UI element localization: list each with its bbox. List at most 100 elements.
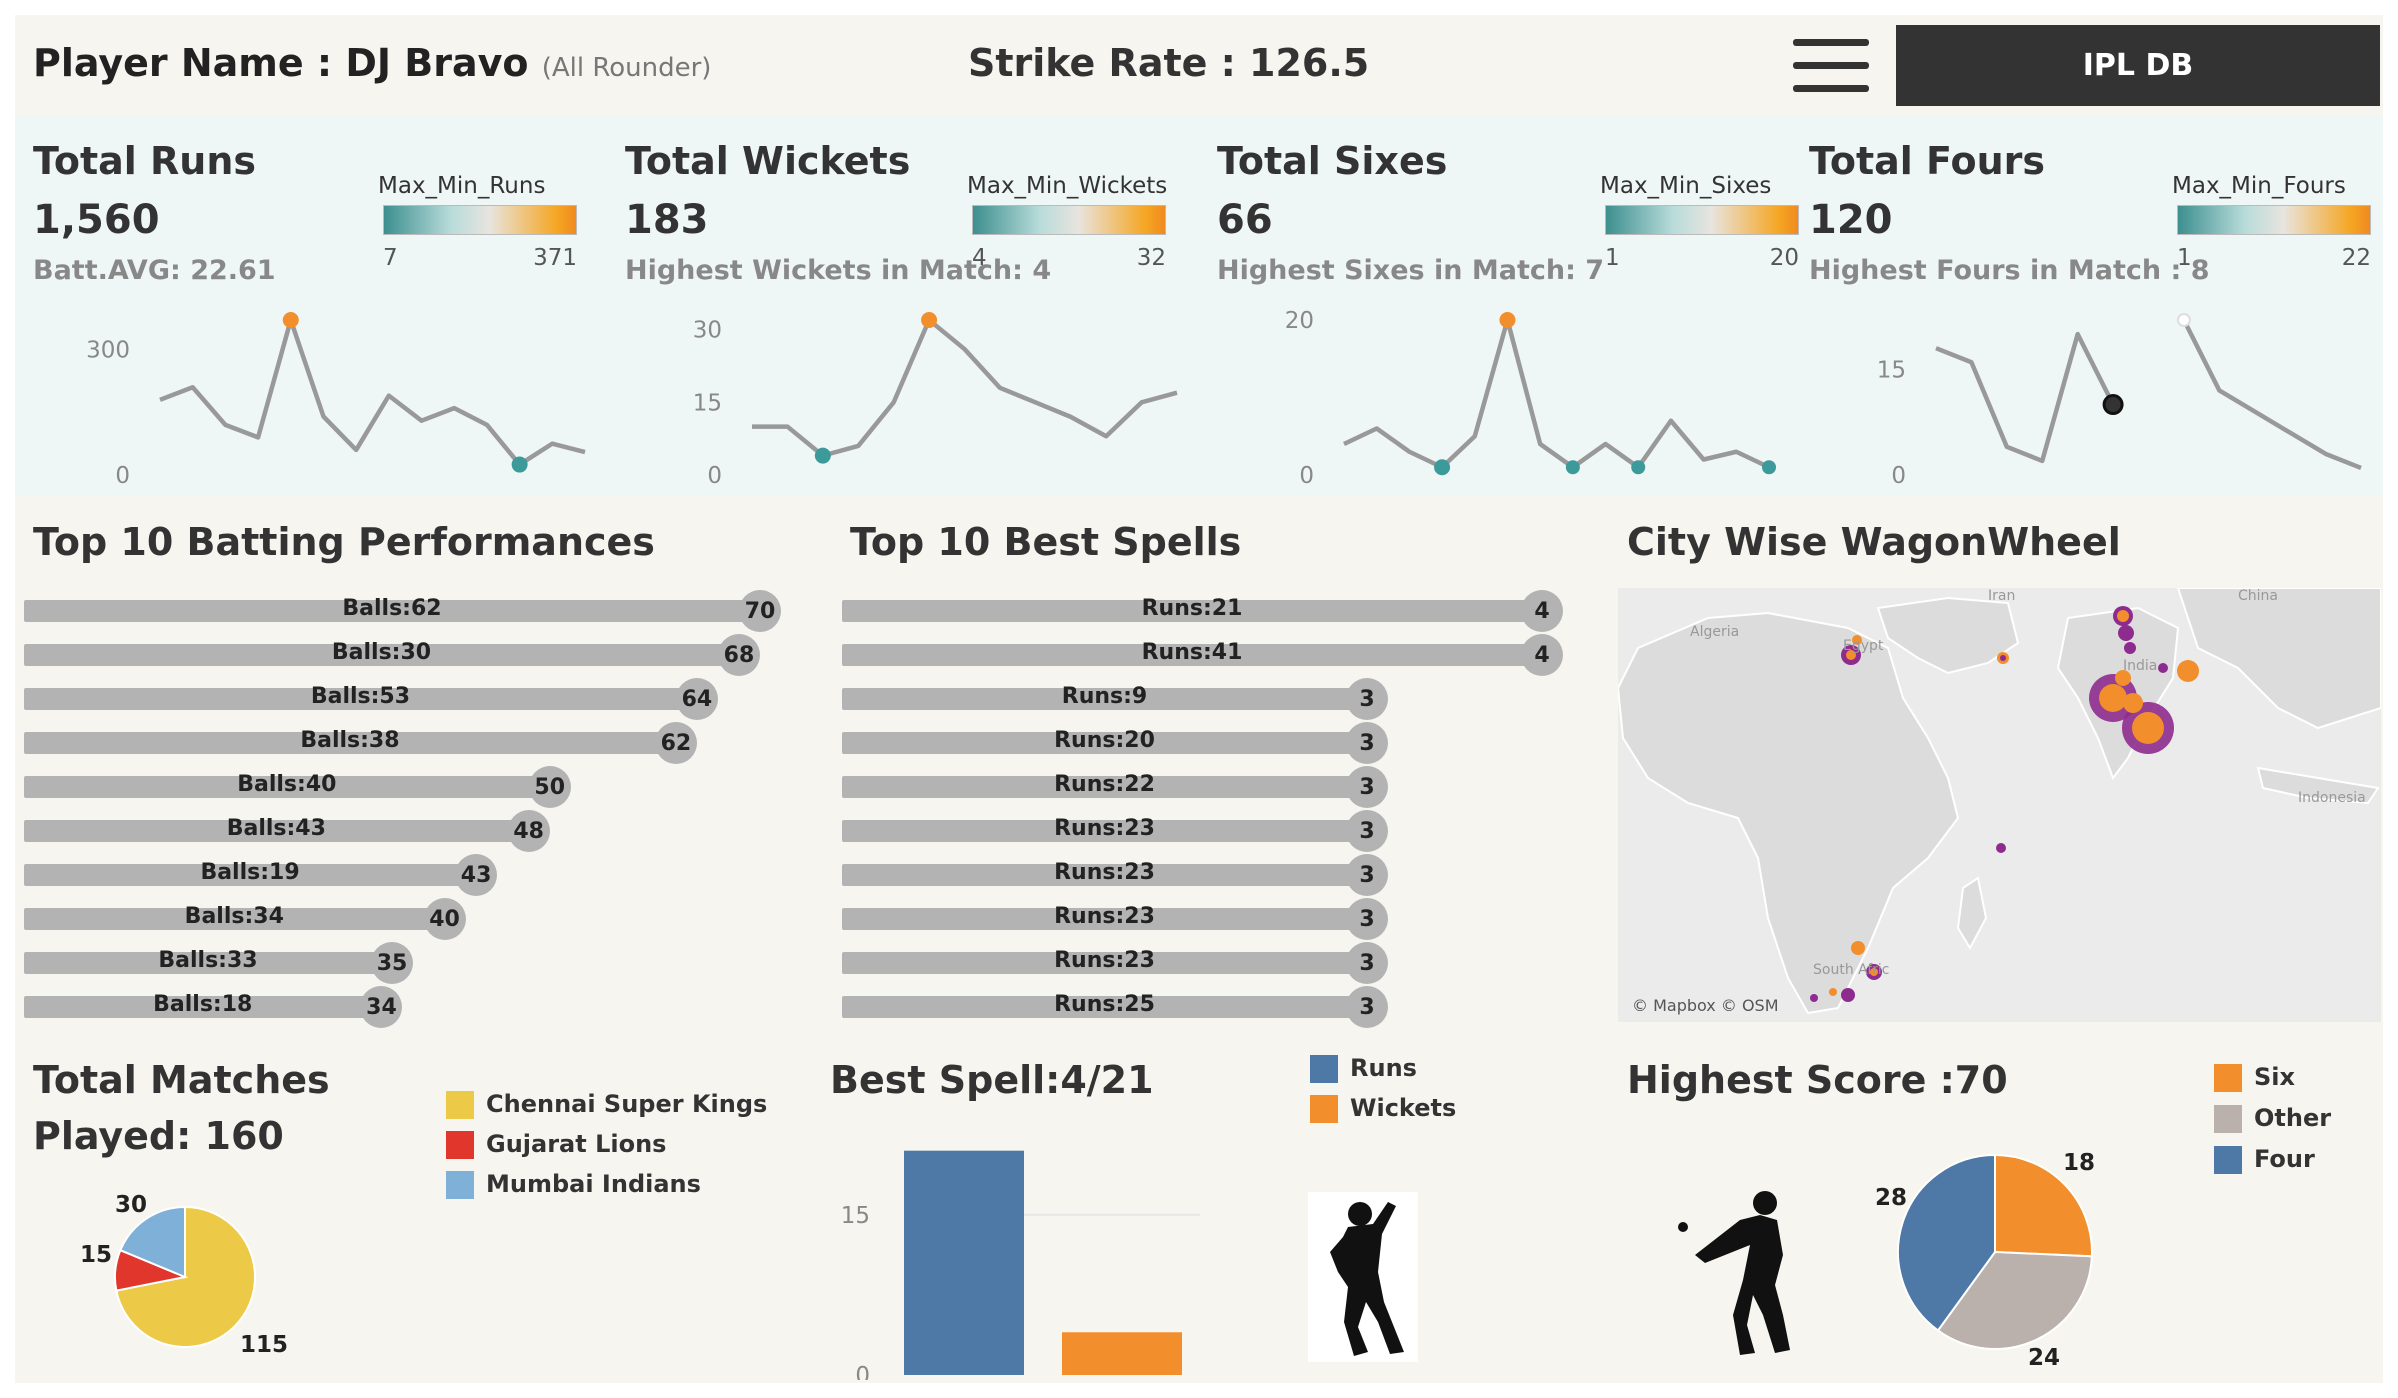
bar-row[interactable]: Runs:23 3 [842, 942, 1397, 984]
legend-gradient [2177, 205, 2371, 235]
matches-legend-item[interactable]: Chennai Super Kings [446, 1090, 767, 1119]
spells-chart: Runs:21 4 Runs:41 4 Runs:9 3 Runs:20 3 Runs:22 3 R… [842, 590, 1582, 1028]
legend-max: 22 [2341, 245, 2371, 271]
bar-label: Runs:20 [1054, 728, 1155, 753]
matches-legend-item[interactable]: Gujarat Lions [446, 1130, 666, 1159]
sparkline-tick: 300 [86, 338, 130, 364]
legend-min: 4 [972, 245, 987, 271]
sparkline-max-point [921, 312, 938, 328]
spell-legend-item[interactable]: Wickets [1310, 1094, 1456, 1123]
sparkline-tick: 20 [1285, 308, 1314, 334]
bar-row[interactable]: Runs:9 3 [842, 678, 1397, 720]
ipl-db-button[interactable]: IPL DB [1896, 25, 2380, 106]
score-legend-item[interactable]: Four [2214, 1145, 2315, 1174]
bar [24, 600, 760, 622]
hamburger-menu-icon[interactable] [1793, 35, 1869, 97]
matches-title-line1: Total Matches [33, 1058, 330, 1102]
legend-gradient [972, 205, 1166, 235]
legend-swatch [446, 1091, 474, 1119]
bar [24, 908, 445, 930]
bar-row[interactable]: Balls:30 68 [24, 634, 769, 676]
score-legend-item[interactable]: Six [2214, 1063, 2295, 1092]
sparkline-min-point [1435, 460, 1450, 475]
bar-label: Balls:18 [153, 992, 253, 1017]
sparkline-tick: 0 [707, 463, 722, 489]
bar-row[interactable]: Balls:43 48 [24, 810, 559, 852]
pie-slice-label: 28 [1875, 1185, 1908, 1211]
legend-max: 32 [1136, 245, 1166, 271]
bar-label: Runs:23 [1054, 816, 1155, 841]
best-spell-title: Best Spell:4/21 [830, 1058, 1154, 1102]
bar [842, 820, 1367, 842]
batting-title: Top 10 Batting Performances [33, 520, 655, 564]
map-credit: © Mapbox © OSM [1632, 996, 1779, 1015]
bar-row[interactable]: Runs:23 3 [842, 810, 1397, 852]
spell-bar[interactable] [1062, 1332, 1182, 1375]
map-label-india: India [2123, 658, 2158, 674]
sparkline-point [2176, 313, 2191, 327]
bar-row[interactable]: Runs:20 3 [842, 722, 1397, 764]
bar-value: 43 [455, 854, 498, 896]
pie-slice[interactable] [119, 1205, 186, 1279]
legend-title: Max_Min_Runs [378, 173, 546, 199]
wagonwheel-map[interactable]: Algeria Egypt Iran India China Indonesia… [1618, 588, 2381, 1022]
legend-max: 371 [533, 245, 577, 271]
bar-value: 48 [507, 810, 550, 852]
bar-value: 3 [1346, 986, 1388, 1028]
kpi-value: 66 [1217, 197, 1273, 243]
sparkline-tick: 15 [1877, 357, 1906, 383]
sparkline-line [1935, 331, 2116, 464]
legend-title: Max_Min_Fours [2172, 173, 2346, 199]
sparkline-max-point [282, 312, 299, 328]
bar-row[interactable]: Balls:34 40 [24, 898, 475, 940]
sparkline-tick: 0 [115, 463, 130, 489]
bar-row[interactable]: Balls:19 43 [24, 854, 506, 896]
map-label-indonesia: Indonesia [2298, 790, 2366, 806]
bar-value: 4 [1521, 590, 1563, 632]
kpi-title: Total Runs [33, 139, 257, 183]
bar-value: 3 [1346, 722, 1388, 764]
bar-row[interactable]: Balls:40 50 [24, 766, 580, 808]
bar-row[interactable]: Balls:62 70 [24, 590, 790, 632]
legend-title: Max_Min_Sixes [1600, 173, 1772, 199]
sparkline: 300 0 [86, 312, 586, 489]
batting-chart: Balls:62 70 Balls:30 68 Balls:53 64 Balls:38 62… [24, 590, 824, 1028]
pie-svg [114, 1205, 256, 1348]
pie-slice[interactable] [1897, 1153, 1996, 1332]
bar-value: 70 [739, 590, 781, 632]
sparkline-line [752, 317, 1178, 458]
bar-row[interactable]: Runs:22 3 [842, 766, 1397, 808]
bar-row[interactable]: Balls:38 62 [24, 722, 706, 764]
bar-value: 40 [423, 898, 466, 940]
sparkline-min-point [1565, 460, 1580, 475]
map-label-egypt: Egypt [1843, 638, 1884, 654]
bar-label: Runs:21 [1141, 596, 1243, 621]
bar-row[interactable]: Runs:23 3 [842, 854, 1397, 896]
bar [24, 864, 477, 886]
sparkline-min-point [1631, 460, 1646, 475]
bar-row[interactable]: Runs:23 3 [842, 898, 1397, 940]
bar-value: 3 [1346, 678, 1388, 720]
bar-row[interactable]: Runs:21 4 [842, 590, 1572, 632]
spell-legend-item[interactable]: Runs [1310, 1054, 1417, 1083]
matches-legend-item[interactable]: Mumbai Indians [446, 1170, 701, 1199]
map-label-algeria: Algeria [1690, 624, 1740, 640]
sparkline-min-point [511, 456, 528, 473]
pie-slice[interactable] [1994, 1153, 2093, 1258]
legend-min: 1 [2177, 245, 2192, 271]
spell-bar[interactable] [904, 1150, 1024, 1375]
pie-svg [1897, 1153, 2093, 1350]
bar-row[interactable]: Balls:18 34 [24, 986, 411, 1028]
bar-row[interactable]: Runs:25 3 [842, 986, 1397, 1028]
legend-label: Other [2254, 1104, 2332, 1132]
pie-slice[interactable] [1936, 1250, 2093, 1350]
bar-row[interactable]: Runs:41 4 [842, 634, 1572, 676]
sparkline: 30 15 0 [693, 312, 1178, 489]
bar-row[interactable]: Balls:33 35 [24, 942, 422, 984]
bar-row[interactable]: Balls:53 64 [24, 678, 727, 720]
sparkline: 20 0 [1285, 308, 1776, 489]
score-legend-item[interactable]: Other [2214, 1104, 2331, 1133]
kpi-title: Total Sixes [1217, 139, 1448, 183]
sparkline-tick: 15 [693, 390, 722, 416]
sparkline: 15 0 [1877, 313, 2362, 489]
